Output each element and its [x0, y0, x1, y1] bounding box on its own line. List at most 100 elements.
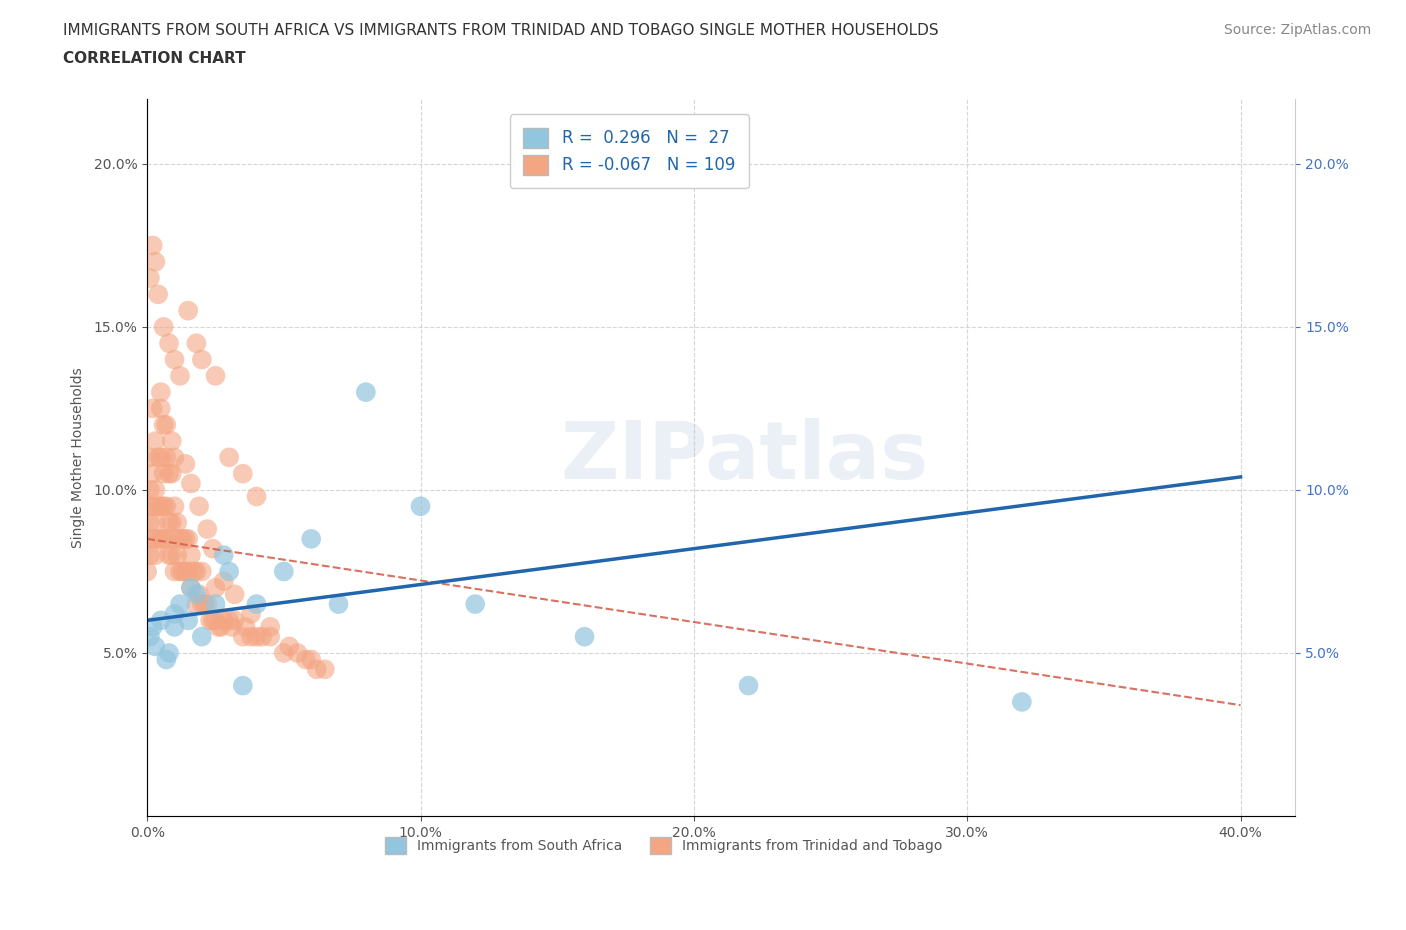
Point — [218, 564, 240, 578]
Point — [145, 515, 167, 530]
Point — [235, 619, 257, 634]
Point — [160, 433, 183, 448]
Point — [221, 619, 243, 634]
Point — [194, 597, 217, 612]
Point — [188, 498, 211, 513]
Point — [737, 678, 759, 693]
Point — [166, 548, 188, 563]
Point — [149, 613, 172, 628]
Point — [149, 450, 172, 465]
Point — [180, 580, 202, 595]
Point — [149, 401, 172, 416]
Point — [139, 548, 162, 563]
Point — [157, 548, 180, 563]
Point — [160, 515, 183, 530]
Point — [149, 385, 172, 400]
Point — [201, 541, 224, 556]
Point — [139, 630, 162, 644]
Point — [212, 613, 235, 628]
Point — [142, 619, 165, 634]
Point — [204, 597, 226, 612]
Point — [149, 531, 172, 546]
Point — [163, 498, 186, 513]
Point — [287, 645, 309, 660]
Point — [224, 613, 246, 628]
Point — [180, 476, 202, 491]
Point — [201, 613, 224, 628]
Point — [328, 597, 350, 612]
Point — [152, 320, 174, 335]
Point — [191, 630, 214, 644]
Point — [574, 630, 596, 644]
Point — [174, 531, 197, 546]
Point — [145, 483, 167, 498]
Point — [250, 630, 273, 644]
Point — [240, 606, 263, 621]
Point — [157, 645, 180, 660]
Point — [136, 531, 159, 546]
Point — [142, 401, 165, 416]
Point — [145, 548, 167, 563]
Point — [218, 613, 240, 628]
Point — [305, 662, 328, 677]
Point — [146, 286, 169, 301]
Point — [139, 515, 162, 530]
Point — [172, 531, 194, 546]
Point — [232, 678, 254, 693]
Point — [245, 630, 267, 644]
Point — [299, 652, 322, 667]
Y-axis label: Single Mother Households: Single Mother Households — [72, 367, 86, 548]
Point — [191, 352, 214, 367]
Point — [314, 662, 336, 677]
Point — [232, 466, 254, 481]
Point — [142, 466, 165, 481]
Point — [174, 564, 197, 578]
Point — [278, 639, 301, 654]
Point — [142, 238, 165, 253]
Point — [180, 580, 202, 595]
Point — [204, 368, 226, 383]
Point — [152, 531, 174, 546]
Point — [177, 613, 200, 628]
Point — [186, 597, 208, 612]
Point — [294, 652, 316, 667]
Point — [299, 531, 322, 546]
Point — [163, 606, 186, 621]
Point — [136, 564, 159, 578]
Text: IMMIGRANTS FROM SOUTH AFRICA VS IMMIGRANTS FROM TRINIDAD AND TOBAGO SINGLE MOTHE: IMMIGRANTS FROM SOUTH AFRICA VS IMMIGRAN… — [63, 23, 939, 38]
Point — [464, 597, 486, 612]
Point — [209, 619, 232, 634]
Point — [245, 597, 267, 612]
Point — [145, 639, 167, 654]
Point — [152, 418, 174, 432]
Point — [155, 531, 177, 546]
Point — [195, 522, 218, 537]
Point — [142, 531, 165, 546]
Point — [163, 450, 186, 465]
Point — [174, 457, 197, 472]
Legend: Immigrants from South Africa, Immigrants from Trinidad and Tobago: Immigrants from South Africa, Immigrants… — [380, 831, 948, 859]
Point — [1011, 695, 1033, 710]
Point — [191, 597, 214, 612]
Point — [218, 450, 240, 465]
Point — [155, 652, 177, 667]
Point — [152, 498, 174, 513]
Point — [212, 574, 235, 589]
Point — [155, 450, 177, 465]
Point — [273, 645, 295, 660]
Point — [157, 336, 180, 351]
Point — [204, 613, 226, 628]
Point — [259, 619, 281, 634]
Point — [172, 564, 194, 578]
Point — [160, 548, 183, 563]
Point — [145, 254, 167, 269]
Point — [149, 498, 172, 513]
Point — [169, 564, 191, 578]
Point — [163, 352, 186, 367]
Point — [177, 303, 200, 318]
Point — [177, 564, 200, 578]
Point — [142, 498, 165, 513]
Point — [169, 368, 191, 383]
Point — [139, 483, 162, 498]
Point — [186, 587, 208, 602]
